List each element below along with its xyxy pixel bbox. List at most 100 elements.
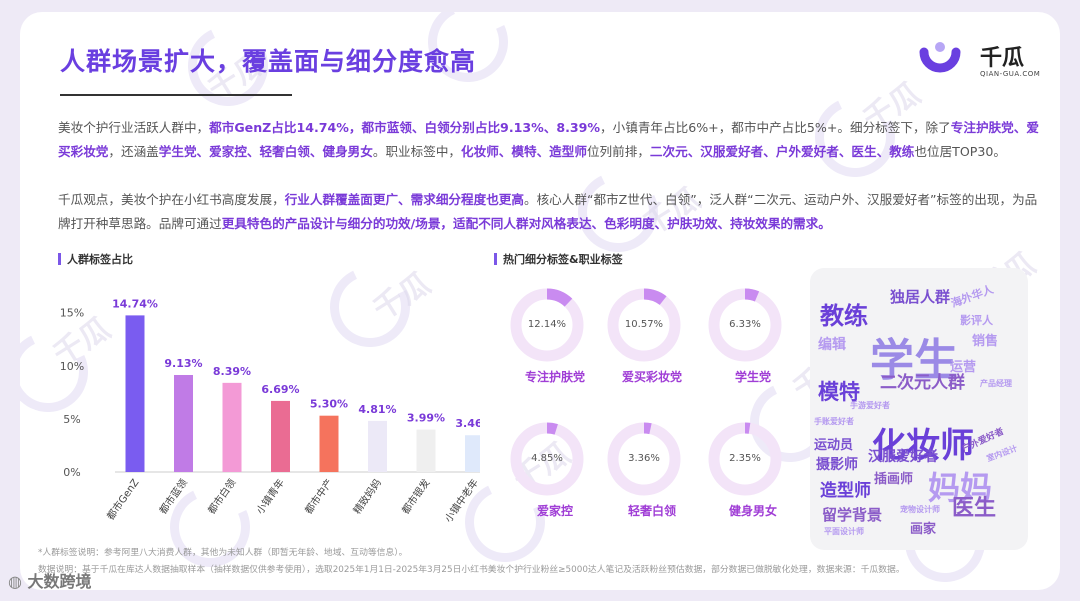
- word-cloud-term: 摄影师: [816, 457, 858, 473]
- source-brand-text: 大数跨境: [27, 572, 92, 591]
- word-cloud-term: 教练: [820, 302, 868, 330]
- donut-value: 10.57%: [624, 319, 664, 330]
- paragraph-2: 千瓜观点，美妆个护在小红书高度发展，行业人群覆盖面更广、需求细分程度也更高。核心…: [58, 188, 1048, 236]
- word-cloud-term: 海外华人: [949, 282, 996, 311]
- bar-value-label: 9.13%: [164, 357, 202, 370]
- word-cloud-term: 插画师: [874, 472, 914, 487]
- tag-donut: 3.36% 轻奢白领: [607, 422, 697, 532]
- donut-value: 2.35%: [729, 453, 761, 464]
- word-cloud-term: 医生: [952, 496, 997, 521]
- x-category-label: 都市GenZ: [104, 476, 142, 522]
- donut-slice: [607, 422, 681, 496]
- crowd-bar-chart: 0% 5% 10% 15% 14.74% 都市GenZ 9.13% 都市蓝领 8.39% 都市白领…: [60, 297, 480, 525]
- section-marker: [58, 253, 61, 265]
- source-brand: ◍ 大数跨境: [8, 568, 92, 592]
- donut-value: 4.85%: [531, 453, 563, 464]
- y-tick-label: 10%: [60, 360, 84, 373]
- paragraph-text: ，小镇青年占比6%+，都市中产占比5%+。细分标签下，除了: [600, 120, 951, 135]
- x-category-label: 小镇中老年: [442, 476, 480, 524]
- donut-label: 专注护肤党: [524, 370, 585, 384]
- bar: [271, 400, 290, 472]
- bar-value-label: 14.74%: [112, 297, 158, 310]
- bar-value-label: 8.39%: [213, 365, 251, 378]
- donut-label: 爱买彩妆党: [621, 370, 682, 384]
- donut-ring: [607, 288, 681, 362]
- bar: [416, 429, 436, 472]
- donut-slice: [510, 422, 584, 496]
- tag-donut: 2.35% 健身男女: [708, 422, 798, 532]
- footnote-crowd: *人群标签说明：参考阿里八大消费人群，其他为未知人群（即暂无年龄、地域、互动等信…: [38, 548, 408, 558]
- bar-value-label: 6.69%: [261, 383, 299, 396]
- paragraph-text: ，还涵盖: [108, 144, 159, 159]
- donut-ring: [708, 422, 782, 496]
- word-cloud-term: 手游爱好者: [850, 401, 890, 410]
- bar: [319, 415, 339, 472]
- brand-icon: ◍: [8, 572, 22, 591]
- section-heading-text: 人群标签占比: [67, 253, 133, 266]
- paragraph-text: 。职业标签中，: [372, 144, 461, 159]
- word-cloud-term: 汉服爱好者: [868, 449, 938, 465]
- section-heading-tags: 热门细分标签&职业标签: [494, 251, 623, 267]
- logo-subtitle: QIAN-GUA.COM: [980, 70, 1041, 78]
- donut-label: 轻奢白领: [627, 504, 676, 518]
- donut-ring: [708, 288, 782, 362]
- donut-value: 6.33%: [729, 319, 761, 330]
- bar-value-label: 5.30%: [310, 398, 348, 411]
- word-cloud-term: 运营: [950, 360, 977, 375]
- tag-donut: 10.57% 爱买彩妆党: [607, 288, 697, 398]
- section-heading-crowd: 人群标签占比: [58, 251, 133, 267]
- paragraph-text: 。核心人群“都市Z世代、白领”，泛人群“二次元、运动户外、汉服爱好者”标签的出现…: [58, 192, 1038, 231]
- word-cloud-term: 室内设计: [985, 443, 1019, 464]
- paragraph-1: 美妆个护行业活跃人群中，都市GenZ占比14.74%，都市蓝领、白领分别占比9.…: [58, 116, 1048, 164]
- paragraph-highlight: 化妆师、模特、造型师: [461, 144, 587, 159]
- word-cloud-term: 画家: [910, 522, 937, 537]
- tag-donut: 4.85% 爱家控: [510, 422, 600, 532]
- y-tick-label: 15%: [60, 307, 84, 320]
- x-category-label: 都市中产: [302, 476, 336, 516]
- bar-value-label: 3.46%: [455, 417, 480, 430]
- word-cloud-term: 平面设计师: [824, 527, 864, 536]
- word-cloud-term: 运动员: [814, 438, 854, 453]
- x-category-label: 都市白领: [205, 476, 239, 516]
- word-cloud-term: 销售: [972, 334, 999, 349]
- y-tick-label: 5%: [63, 413, 80, 426]
- y-tick-label: 0%: [63, 466, 80, 479]
- section-marker: [494, 253, 497, 265]
- paragraph-highlight: 行业人群覆盖面更广、需求细分程度也更高: [284, 192, 524, 207]
- word-cloud-term: 二次元人群: [880, 373, 965, 393]
- paragraph-text: 千瓜观点，美妆个护在小红书高度发展，: [58, 192, 285, 207]
- word-cloud-term: 宠物设计师: [900, 505, 940, 514]
- bar: [174, 374, 193, 472]
- word-cloud-term: 学生: [870, 335, 958, 386]
- paragraph-highlight: 专注护肤党、爱买彩妆党: [58, 120, 1039, 159]
- bar-value-label: 3.99%: [407, 412, 445, 425]
- word-cloud-term: 独居人群: [890, 288, 951, 306]
- word-cloud-term: 妈妈: [928, 469, 993, 507]
- donut-ring: [510, 288, 584, 362]
- bar-value-label: 4.81%: [358, 403, 396, 416]
- donut-value: 12.14%: [527, 319, 567, 330]
- donut-slice: [510, 288, 584, 362]
- paragraph-text: 美妆个护行业活跃人群中，: [58, 120, 210, 135]
- x-category-label: 小镇青年: [253, 476, 287, 516]
- x-category-label: 都市蓝领: [156, 476, 190, 516]
- donut-label: 爱家控: [536, 504, 573, 518]
- paragraph-text: 也位居TOP30。: [914, 144, 1006, 159]
- occupation-word-cloud: 学生 化妆师 妈妈 教练 医生 模特 二次元人群 独居人群 造型师 留学背景 汉服爱好者 摄影师 插画师…: [810, 268, 1028, 550]
- paragraph-text: 位列前排，: [586, 144, 650, 159]
- word-cloud-term: 影评人: [960, 314, 993, 327]
- word-cloud-term: 编辑: [818, 337, 846, 353]
- word-cloud-term: 造型师: [820, 481, 871, 501]
- footnote-data: 数据说明：基于千瓜在库达人数据抽取样本（抽样数据仅供参考使用），选取2025年1…: [38, 565, 905, 575]
- page-title: 人群场景扩大，覆盖面与细分度愈高: [60, 47, 477, 76]
- donut-slice: [607, 288, 681, 362]
- x-category-label: 都市银发: [399, 476, 433, 516]
- paragraph-highlight: 学生党、爱家控、轻奢白领、健身男女: [158, 144, 373, 159]
- donut-slice: [708, 422, 782, 496]
- donut-value: 3.36%: [628, 453, 660, 464]
- paragraph-highlight: 都市GenZ占比14.74%，都市蓝领、白领分别占比9.13%、8.39%: [209, 120, 601, 135]
- bar: [368, 420, 387, 472]
- word-cloud-term: 手账爱好者: [814, 417, 854, 426]
- donut-slice: [708, 288, 782, 362]
- x-category-label: 精致妈妈: [350, 476, 384, 516]
